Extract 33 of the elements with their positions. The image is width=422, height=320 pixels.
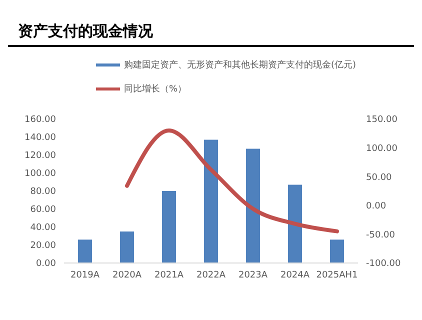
y-tick-label: 100.00 bbox=[24, 169, 56, 180]
x-tick-label: 2020A bbox=[112, 270, 142, 280]
y-tick-label: 60.00 bbox=[30, 205, 56, 216]
legend-label: 同比增长（%） bbox=[124, 84, 187, 94]
x-tick-label: 2021A bbox=[154, 270, 184, 280]
x-tick-label: 2025AH1 bbox=[316, 270, 358, 280]
y-tick-label: 40.00 bbox=[30, 223, 56, 234]
legend-label: 购建固定资产、无形资产和其他长期资产支付的现金(亿元) bbox=[124, 60, 356, 70]
bar bbox=[78, 240, 92, 263]
x-tick-label: 2024A bbox=[280, 270, 310, 280]
x-tick-label: 2023A bbox=[238, 270, 268, 280]
y-tick-label: 140.00 bbox=[24, 133, 56, 144]
y2-tick-label: 150.00 bbox=[366, 115, 398, 126]
bar bbox=[120, 232, 134, 263]
bar bbox=[204, 140, 218, 263]
x-tick-label: 2019A bbox=[70, 270, 100, 280]
y-tick-label: 120.00 bbox=[24, 151, 56, 162]
y-tick-label: 0.00 bbox=[36, 259, 56, 270]
y2-tick-label: 50.00 bbox=[366, 172, 392, 183]
y-tick-label: 160.00 bbox=[24, 115, 56, 126]
x-tick-label: 2022A bbox=[196, 270, 226, 280]
bar bbox=[246, 148, 260, 263]
line-series bbox=[125, 128, 339, 234]
y2-tick-label: 100.00 bbox=[366, 144, 398, 154]
y2-tick-label: -100.00 bbox=[366, 259, 402, 270]
bar bbox=[288, 184, 302, 263]
y2-tick-label: 0.00 bbox=[366, 202, 386, 212]
y2-tick-label: -50.00 bbox=[366, 230, 396, 240]
y-tick-label: 80.00 bbox=[30, 187, 56, 198]
y-tick-label: 20.00 bbox=[30, 241, 56, 252]
bar bbox=[162, 191, 176, 263]
bar bbox=[330, 240, 344, 263]
chart-title: 资产支付的现金情况 bbox=[8, 8, 414, 47]
